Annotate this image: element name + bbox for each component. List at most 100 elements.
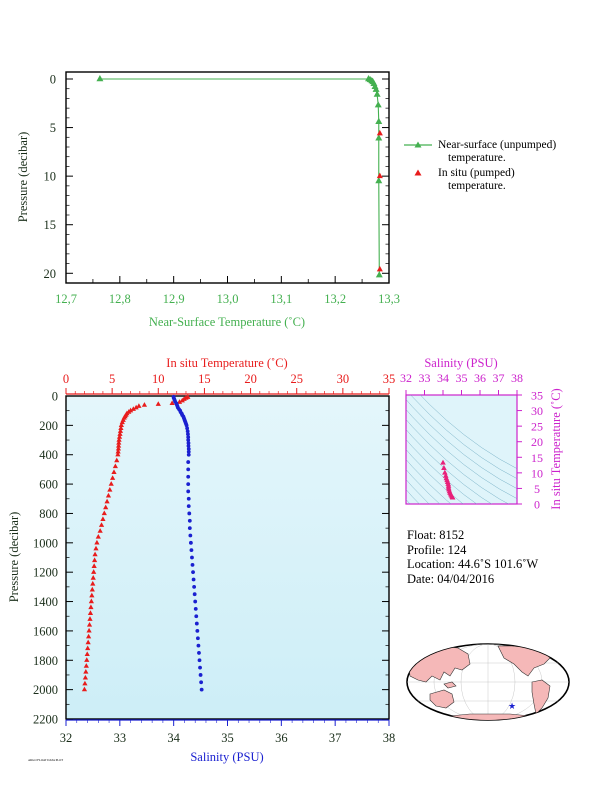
temperature-axis-label: In situ Temperature (˚C) <box>166 356 287 370</box>
pressure-axis-label: Pressure (decibar) <box>7 512 21 603</box>
salinity-point <box>189 548 194 553</box>
temperature-point <box>92 551 98 557</box>
pressure-tick-label: 2000 <box>33 683 58 697</box>
salinity-axis-label: Salinity (PSU) <box>190 750 263 764</box>
ts-point <box>442 469 448 475</box>
salinity-point <box>194 614 199 619</box>
profile-date: Date: 04/04/2016 <box>407 571 495 586</box>
temperature-point <box>179 397 185 403</box>
near-surface-y-label: Pressure (decibar) <box>16 132 30 223</box>
salinity-point <box>197 658 202 663</box>
temperature-point <box>100 516 106 521</box>
temperature-point <box>116 439 122 445</box>
temperature-point <box>98 522 105 527</box>
salinity-tick-label: 38 <box>383 731 396 745</box>
salinity-point <box>186 467 191 472</box>
legend-label-in-situ-2: temperature. <box>448 180 506 192</box>
near-surface-x-tick-label: 13,3 <box>378 292 400 306</box>
temperature-tick-label: 10 <box>152 372 165 386</box>
near-surface-y-tick-label: 0 <box>50 73 56 87</box>
temperature-point <box>141 402 148 407</box>
near-surface-y-tick-label: 15 <box>44 218 57 232</box>
float-info: Float: 8152 Profile: 124 Location: 44.6˚… <box>407 528 538 586</box>
salinity-point <box>191 577 196 582</box>
temperature-point <box>91 563 97 568</box>
legend-label-near-surface-1: Near-surface (unpumped) <box>438 139 556 151</box>
ts-salinity-tick-label: 34 <box>437 371 449 385</box>
float-location: Location: 44.6˚S 101.6˚W <box>407 557 539 572</box>
near-surface-x-tick-label: 12,7 <box>55 292 77 306</box>
temperature-point <box>83 669 89 674</box>
near-surface-point <box>375 117 383 124</box>
legend-marker-near-surface <box>414 141 422 148</box>
salinity-point <box>197 651 201 655</box>
temperature-point <box>115 451 121 457</box>
salinity-point <box>186 446 191 451</box>
temperature-point <box>115 442 122 448</box>
temperature-tick-label: 25 <box>290 372 303 386</box>
density-contour <box>406 409 517 499</box>
density-contour <box>406 399 517 489</box>
near-surface-point <box>374 101 382 108</box>
ts-salinity-tick-label: 32 <box>400 371 412 385</box>
temperature-point <box>133 404 139 410</box>
ts-point <box>440 459 446 465</box>
salinity-point <box>195 629 200 633</box>
salinity-point <box>193 599 198 604</box>
temperature-axis: 0 5 10 15 20 25 30 35 <box>63 372 396 395</box>
temperature-point <box>101 510 107 516</box>
temperature-point <box>90 580 96 586</box>
salinity-point <box>192 584 197 589</box>
in-situ-point <box>376 265 383 272</box>
density-contour <box>406 479 430 504</box>
temperature-point <box>86 627 92 633</box>
ts-temperature-tick-label: 30 <box>531 404 543 418</box>
salinity-point <box>198 673 203 677</box>
temperature-point <box>115 448 121 454</box>
temperature-point <box>136 403 142 408</box>
temperature-point <box>93 545 99 551</box>
ts-salinity-label: Salinity (PSU) <box>424 356 497 370</box>
ts-temperature-tick-label: 0 <box>534 498 540 512</box>
salinity-point <box>187 518 192 523</box>
salinity-point <box>186 452 191 457</box>
near-surface-point <box>375 177 383 184</box>
ts-density-contours <box>406 395 517 504</box>
near-surface-point <box>372 85 380 92</box>
salinity-point <box>186 432 190 437</box>
near-surface-plot-area <box>65 71 390 284</box>
temperature-point <box>91 569 97 574</box>
ts-temperature-tick-label: 25 <box>531 420 543 434</box>
temperature-point <box>84 657 90 662</box>
density-contour <box>406 469 440 504</box>
salinity-axis: 32 33 34 35 36 37 38 <box>60 719 396 745</box>
near-surface-x-tick-label: 12,8 <box>109 292 131 306</box>
temperature-point <box>88 604 94 610</box>
temperature-point <box>105 492 112 498</box>
near-surface-x-tick-label: 13,2 <box>324 292 346 306</box>
salinity-point <box>186 435 191 440</box>
temperature-tick-label: 15 <box>198 372 211 386</box>
temperature-point <box>83 663 89 668</box>
ts-temperature-tick-label: 10 <box>531 466 543 480</box>
temperature-point <box>117 431 123 436</box>
ts-salinity-tick-label: 38 <box>511 371 523 385</box>
salinity-tick-label: 35 <box>221 731 234 745</box>
density-contour <box>419 395 517 469</box>
temperature-tick-label: 5 <box>109 372 115 386</box>
temperature-point <box>88 598 94 604</box>
salinity-tick-label: 34 <box>167 731 180 745</box>
salinity-point <box>186 489 191 494</box>
near-surface-point <box>373 90 381 97</box>
ts-point <box>441 464 447 470</box>
near-surface-point <box>375 271 383 278</box>
near-surface-point <box>375 134 383 141</box>
pressure-tick-label: 1200 <box>33 566 58 580</box>
temperature-point <box>119 419 125 425</box>
near-surface-x-tick-label: 12,9 <box>163 292 185 306</box>
temperature-point <box>97 528 103 533</box>
temperature-tick-label: 0 <box>63 372 69 386</box>
salinity-point <box>187 526 192 531</box>
temperature-tick-label: 35 <box>383 372 396 386</box>
